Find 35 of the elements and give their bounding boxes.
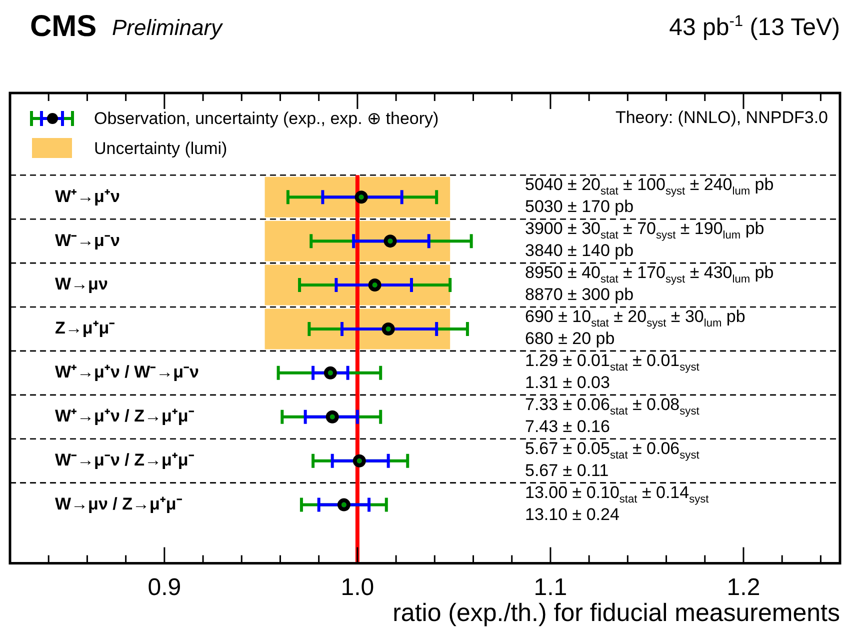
annotation: 5.67 ± 0.11	[525, 460, 609, 480]
y-tick-label: W→μν	[55, 274, 108, 294]
y-tick-label: W⁺→μ⁺ν / W⁻→μ⁻ν	[55, 362, 199, 382]
annotation: 13.10 ± 0.24	[525, 504, 620, 524]
y-tick-label: W⁻→μ⁻ν / Z→μ⁺μ⁻	[55, 450, 194, 470]
chart-subtitle: Preliminary	[112, 15, 222, 40]
y-tick-label: W⁺→μ⁺ν / Z→μ⁺μ⁻	[55, 406, 194, 426]
text: Theory: (NNLO), NNPDF3.0	[615, 108, 828, 127]
y-tick-label: W⁺→μ⁺ν	[55, 186, 120, 206]
text: 43 pb$^{-1}$ (13 TeV)	[669, 13, 840, 41]
annotation: 3900 ± 30$_{stat}$ ± 70$_{syst}$ ± 190$_{lum}$ pb	[525, 219, 764, 242]
annotation: 1.31 ± 0.03	[525, 372, 610, 392]
x-tick-label: 0.9	[148, 574, 182, 602]
y-tick-label: Z→μ⁺μ⁻	[55, 318, 116, 338]
annotation: 3840 ± 140 pb	[525, 241, 634, 260]
y-tick-label: W⁻→μ⁻ν	[55, 230, 120, 250]
annotation: 5040 ± 20$_{stat}$ ± 100$_{syst}$ ± 240$_{lum}$ pb	[525, 175, 774, 198]
x-tick-label: 1.1	[534, 574, 568, 602]
annotation: 5.67 ± 0.05$_{stat}$ ± 0.06$_{syst}$	[525, 438, 700, 462]
annotation: 8950 ± 40$_{stat}$ ± 170$_{syst}$ ± 430$_{lum}$ pb	[525, 263, 774, 286]
x-tick-label: 1.2	[726, 574, 760, 602]
annotation: 690 ± 10$_{stat}$ ± 20$_{syst}$ ± 30$_{lum}$ pb	[525, 306, 746, 330]
x-axis-title: ratio (exp./th.) for fiducial measurements	[392, 599, 840, 628]
legend-label: Uncertainty (lumi)	[94, 138, 228, 158]
annotation: 8870 ± 300 pb	[525, 285, 634, 304]
annotation: 5030 ± 170 pb	[525, 197, 634, 216]
annotation: 7.43 ± 0.16	[525, 416, 610, 436]
x-tick-label: 1.0	[340, 574, 374, 602]
y-tick-label: W→μν / Z→μ⁺μ⁻	[55, 494, 182, 514]
annotation: 1.29 ± 0.01$_{stat}$ ± 0.01$_{syst}$	[525, 350, 700, 374]
annotation: 680 ± 20 pb	[525, 328, 615, 348]
legend-label: Observation, uncertainty (exp., exp. ⊕ theory)	[94, 108, 439, 128]
chart-title: CMS	[30, 10, 97, 43]
annotation: 7.33 ± 0.06$_{stat}$ ± 0.08$_{syst}$	[525, 394, 700, 418]
annotation: 13.00 ± 0.10$_{stat}$ ± 0.14$_{syst}$	[525, 482, 709, 506]
